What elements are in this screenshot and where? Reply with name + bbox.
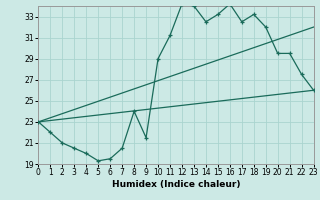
X-axis label: Humidex (Indice chaleur): Humidex (Indice chaleur) [112, 180, 240, 189]
